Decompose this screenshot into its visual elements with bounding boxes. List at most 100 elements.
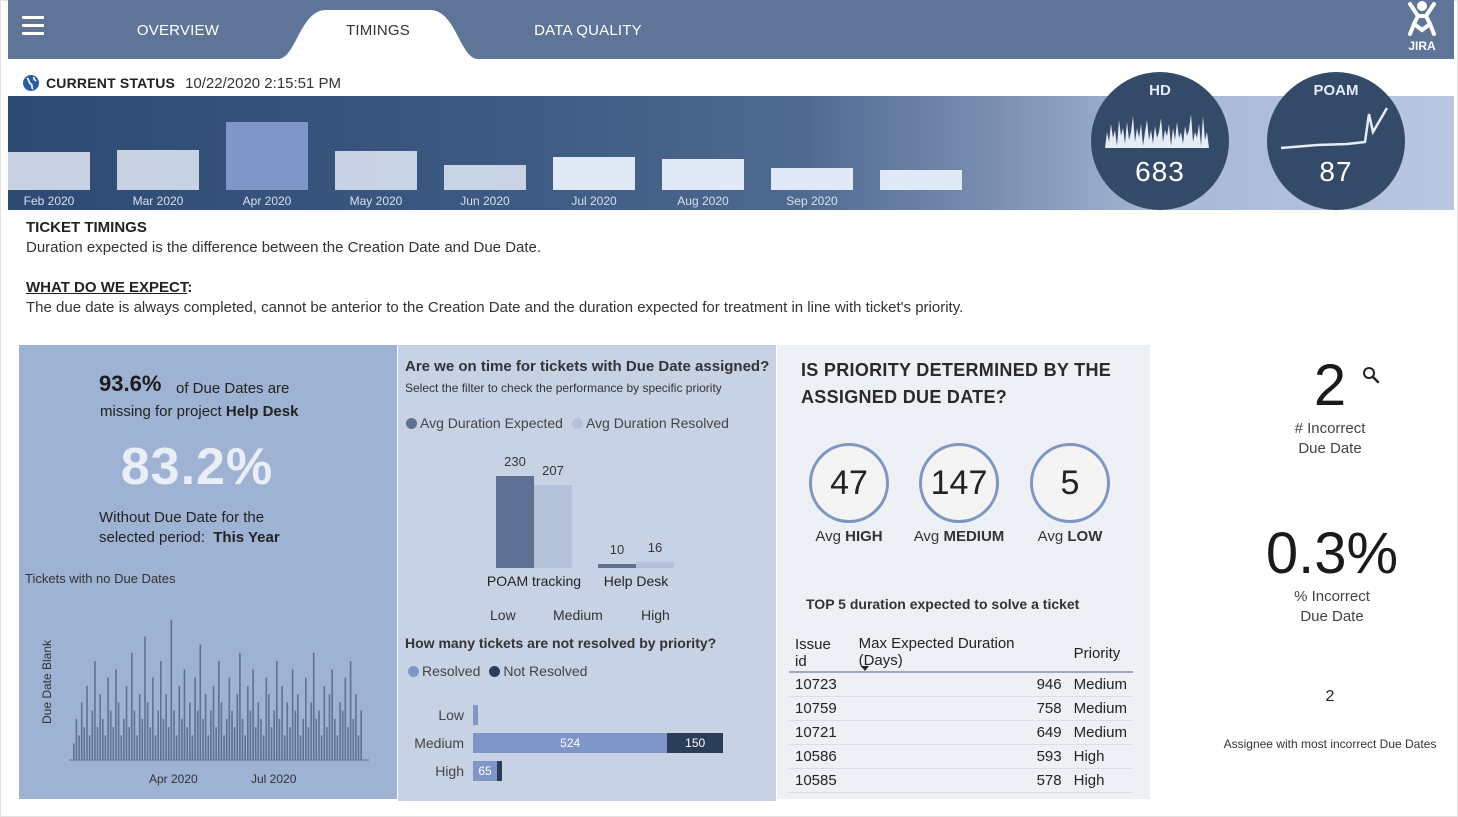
poam-kpi-circle[interactable]: POAM 87 bbox=[1267, 72, 1405, 210]
no-due-date-bar bbox=[133, 710, 136, 760]
resolved-duration-bar[interactable] bbox=[636, 561, 674, 568]
expected-duration-bar[interactable] bbox=[598, 564, 636, 568]
month-bar[interactable] bbox=[880, 170, 962, 190]
table-row[interactable]: 10721 649 Medium bbox=[789, 720, 1133, 745]
avg-medium-ring: 147 bbox=[919, 443, 999, 523]
col-issue-id[interactable]: Issue id bbox=[789, 635, 853, 673]
tab-overview[interactable]: OVERVIEW bbox=[118, 0, 238, 59]
no-due-date-bar bbox=[320, 735, 323, 760]
no-due-date-bar bbox=[355, 694, 357, 760]
hd-kpi-name: HD bbox=[1149, 82, 1171, 99]
no-due-date-bar bbox=[154, 735, 157, 760]
no-due-date-bar bbox=[173, 710, 175, 760]
legend-resolved-dot bbox=[571, 417, 583, 429]
tab-data-quality[interactable]: DATA QUALITY bbox=[513, 0, 663, 59]
no-due-date-bar bbox=[136, 735, 138, 760]
without-due-date-text: Without Due Date for the bbox=[99, 509, 265, 526]
priority-row-label: High bbox=[435, 763, 464, 779]
col-max-duration-label: Max Expected Duration (Days) bbox=[858, 635, 1015, 669]
avg-high-prefix: Avg bbox=[815, 528, 841, 545]
no-due-date-bar bbox=[183, 669, 186, 760]
monthly-banner: Feb 2020 Mar 2020 Apr 2020 May 2020 Jun 2020… bbox=[8, 96, 1454, 210]
no-due-date-bar bbox=[186, 727, 188, 760]
duration-legend: Avg Duration Expected Avg Duration Resol… bbox=[406, 415, 729, 431]
priority-filter-low[interactable]: Low bbox=[490, 607, 516, 623]
no-due-date-bar bbox=[178, 685, 181, 760]
poam-sparkline bbox=[1280, 107, 1389, 150]
table-row[interactable]: 10586 593 High bbox=[789, 744, 1133, 769]
month-bar[interactable] bbox=[8, 152, 90, 190]
expected-duration-bar[interactable] bbox=[496, 476, 534, 568]
no-due-date-bar bbox=[120, 735, 123, 760]
priority-row-label: Medium bbox=[414, 735, 464, 751]
month-bar[interactable] bbox=[662, 159, 744, 190]
priority-filter-high[interactable]: High bbox=[641, 607, 670, 623]
month-label: Mar 2020 bbox=[132, 194, 184, 208]
resolved-bar[interactable]: 65 bbox=[473, 761, 498, 781]
issue-id-cell: 10585 bbox=[789, 768, 853, 793]
search-icon[interactable] bbox=[1362, 366, 1380, 384]
no-due-date-bar bbox=[75, 718, 78, 760]
no-due-date-bar bbox=[210, 710, 212, 760]
what-we-expect-label: WHAT DO WE EXPECT bbox=[26, 279, 188, 296]
month-bar[interactable] bbox=[553, 157, 635, 190]
not-resolved-question: How many tickets are not resolved by pri… bbox=[405, 635, 717, 651]
no-due-date-bar bbox=[276, 661, 278, 760]
month-bar[interactable] bbox=[117, 150, 199, 190]
no-due-dates-chart[interactable] bbox=[69, 607, 369, 767]
no-due-date-bar bbox=[281, 685, 283, 760]
tab-timings[interactable]: TIMINGS bbox=[278, 0, 478, 59]
no-due-date-bar bbox=[78, 735, 80, 760]
no-due-dates-x-tick: Jul 2020 bbox=[251, 772, 297, 786]
no-due-date-bar bbox=[228, 677, 231, 760]
no-due-date-bar bbox=[273, 710, 275, 760]
avg-medium-label: Avg MEDIUM bbox=[899, 528, 1019, 545]
no-due-date-bar bbox=[73, 743, 75, 760]
month-label: Feb 2020 bbox=[23, 194, 75, 208]
hamburger-menu-icon[interactable] bbox=[22, 16, 44, 36]
no-due-date-bar bbox=[167, 727, 170, 760]
col-priority[interactable]: Priority bbox=[1067, 635, 1133, 673]
no-due-date-bar bbox=[241, 718, 244, 760]
table-row[interactable]: 10585 578 High bbox=[789, 768, 1133, 793]
incorrect-count-kpi: 2 # Incorrect Due Date bbox=[1270, 352, 1390, 459]
table-row[interactable]: 10759 758 Medium bbox=[789, 696, 1133, 721]
duration-category-label: Help Desk bbox=[603, 573, 669, 589]
no-due-date-bar bbox=[96, 727, 99, 760]
no-due-date-bar bbox=[128, 727, 130, 760]
no-due-date-bar bbox=[236, 694, 239, 760]
month-bar[interactable] bbox=[226, 122, 308, 190]
no-due-date-bar bbox=[138, 694, 141, 760]
no-due-date-bar bbox=[117, 702, 120, 760]
no-due-date-bar bbox=[204, 694, 207, 760]
legend-not-resolved-dot bbox=[489, 665, 501, 677]
top-nav-bar: OVERVIEW TIMINGS DATA QUALITY JIRA bbox=[8, 0, 1454, 59]
no-due-date-bar bbox=[88, 735, 91, 760]
no-due-date-bar bbox=[175, 735, 178, 760]
avg-low-label: Avg LOW bbox=[1010, 528, 1130, 545]
not-resolved-bar[interactable] bbox=[497, 761, 503, 781]
resolved-bar[interactable] bbox=[473, 705, 478, 725]
priority-cell: Medium bbox=[1067, 672, 1133, 697]
month-bar[interactable] bbox=[444, 165, 526, 190]
priority-filter-medium[interactable]: Medium bbox=[553, 607, 603, 623]
hd-kpi-circle[interactable]: HD 683 bbox=[1091, 72, 1229, 210]
current-status-header: CURRENT STATUS 10/22/2020 2:15:51 PM bbox=[22, 74, 341, 92]
what-we-expect-colon: : bbox=[187, 279, 193, 296]
not-resolved-bar[interactable]: 150 bbox=[667, 733, 723, 753]
no-due-date-bar bbox=[249, 710, 252, 760]
resolved-bar[interactable]: 524 bbox=[473, 733, 668, 753]
resolved-duration-bar[interactable] bbox=[534, 485, 572, 568]
month-bar[interactable] bbox=[335, 151, 417, 190]
no-due-dates-chart-title: Tickets with no Due Dates bbox=[25, 571, 176, 586]
month-bar[interactable] bbox=[771, 168, 853, 190]
missing-project-name: Help Desk bbox=[225, 403, 299, 420]
issue-id-cell: 10721 bbox=[789, 720, 853, 745]
month-label: May 2020 bbox=[349, 194, 403, 208]
no-due-date-bar bbox=[254, 727, 257, 760]
col-max-duration[interactable]: Max Expected Duration (Days) bbox=[852, 635, 1068, 673]
no-due-date-bar bbox=[109, 710, 112, 760]
duration-value-label: 207 bbox=[542, 463, 564, 479]
table-row[interactable]: 10723 946 Medium bbox=[789, 672, 1133, 697]
no-due-date-bar bbox=[347, 727, 349, 760]
